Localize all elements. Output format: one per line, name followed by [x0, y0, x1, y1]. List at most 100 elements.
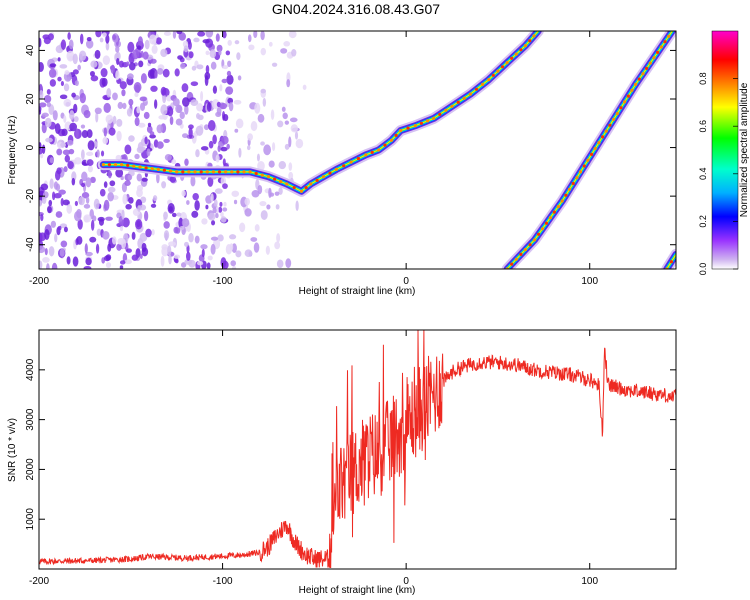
noise-speck: [62, 149, 71, 156]
noise-speck: [247, 133, 253, 141]
noise-speck: [152, 195, 158, 202]
trace-main-peak: [349, 160, 353, 164]
noise-speck: [49, 63, 57, 68]
noise-speck: [39, 102, 47, 108]
noise-speck: [63, 166, 68, 173]
noise-speck: [78, 196, 85, 206]
noise-speck: [202, 39, 210, 44]
noise-speck: [229, 243, 234, 251]
noise-speck: [236, 52, 241, 61]
noise-speck: [100, 150, 105, 157]
trace-main-peak: [328, 171, 332, 175]
trace-secondary-peak: [667, 34, 671, 38]
noise-speck: [179, 226, 185, 231]
noise-speck: [150, 58, 157, 64]
trace-main-peak: [138, 165, 142, 169]
trace-secondary-peak: [590, 152, 594, 156]
noise-speck: [128, 98, 134, 106]
noise-speck: [98, 218, 104, 226]
noise-speck: [206, 101, 212, 112]
noise-speck: [81, 130, 89, 139]
noise-speck: [64, 70, 70, 75]
trace-main-peak: [496, 69, 500, 73]
trace-main-peak: [156, 167, 160, 171]
noise-speck: [172, 31, 177, 39]
trace-main-peak: [150, 167, 154, 171]
spectrogram-y-tick-label: 40: [25, 44, 36, 56]
noise-speck: [160, 104, 168, 116]
noise-speck: [95, 31, 102, 38]
noise-speck: [74, 80, 79, 87]
trace-secondary-peak: [604, 129, 608, 133]
noise-speck: [104, 255, 111, 262]
noise-speck: [176, 104, 183, 114]
noise-speck: [280, 48, 288, 54]
noise-speck: [79, 33, 84, 45]
noise-speck: [260, 141, 265, 146]
trace-main-peak: [481, 82, 485, 86]
noise-speck: [137, 205, 141, 212]
noise-speck: [79, 92, 86, 104]
noise-speck: [49, 79, 57, 87]
noise-speck: [182, 133, 189, 139]
noise-speck: [218, 206, 223, 213]
noise-speck: [274, 191, 280, 196]
noise-speck: [162, 68, 170, 78]
noise-speck: [116, 130, 122, 142]
noise-speck: [39, 37, 42, 48]
noise-speck: [85, 257, 92, 266]
noise-speck: [226, 74, 234, 85]
noise-speck: [53, 181, 59, 190]
noise-speck: [120, 175, 124, 181]
noise-speck: [156, 172, 160, 184]
noise-speck: [210, 236, 219, 241]
noise-speck: [132, 49, 140, 60]
noise-speck: [288, 136, 292, 148]
trace-main-peak: [193, 170, 197, 174]
noise-speck: [205, 64, 210, 74]
noise-speck: [101, 77, 108, 87]
noise-speck: [205, 31, 214, 38]
noise-speck: [203, 124, 210, 131]
noise-speck: [127, 73, 134, 80]
trace-secondary-peak: [540, 227, 545, 231]
noise-speck: [260, 88, 266, 94]
trace-main-peak: [419, 121, 423, 125]
noise-speck: [281, 106, 286, 112]
noise-speck: [171, 159, 177, 165]
noise-speck: [131, 231, 136, 240]
noise-speck: [178, 217, 184, 229]
noise-speck: [272, 142, 276, 151]
noise-speck: [60, 39, 67, 50]
trace-main-peak: [432, 116, 436, 120]
noise-speck: [42, 256, 50, 263]
noise-speck: [163, 31, 172, 36]
noise-speck: [200, 244, 208, 250]
colorbar-label: Normalized spectral amplitude: [739, 82, 750, 217]
noise-speck: [66, 50, 75, 62]
noise-speck: [134, 153, 140, 160]
noise-speck: [253, 242, 260, 253]
noise-speck: [291, 48, 297, 57]
noise-speck: [57, 76, 62, 82]
noise-speck: [48, 246, 55, 257]
noise-speck: [149, 34, 157, 45]
snr-y-tick-label: 1000: [25, 508, 36, 531]
noise-speck: [93, 198, 100, 210]
noise-speck: [146, 148, 151, 157]
noise-speck: [151, 229, 155, 236]
noise-speck: [116, 118, 123, 127]
trace-secondary-peak: [656, 50, 660, 55]
noise-speck: [134, 92, 139, 98]
noise-speck: [162, 94, 167, 104]
noise-speck: [284, 120, 290, 125]
noise-speck: [85, 39, 94, 49]
trace-secondary-peak: [663, 40, 667, 44]
noise-speck: [121, 89, 126, 97]
noise-speck: [208, 120, 216, 131]
trace-main-peak: [217, 170, 222, 174]
noise-speck: [176, 31, 183, 35]
noise-speck: [106, 88, 112, 98]
snr-line: [39, 330, 676, 568]
noise-speck: [134, 117, 140, 127]
